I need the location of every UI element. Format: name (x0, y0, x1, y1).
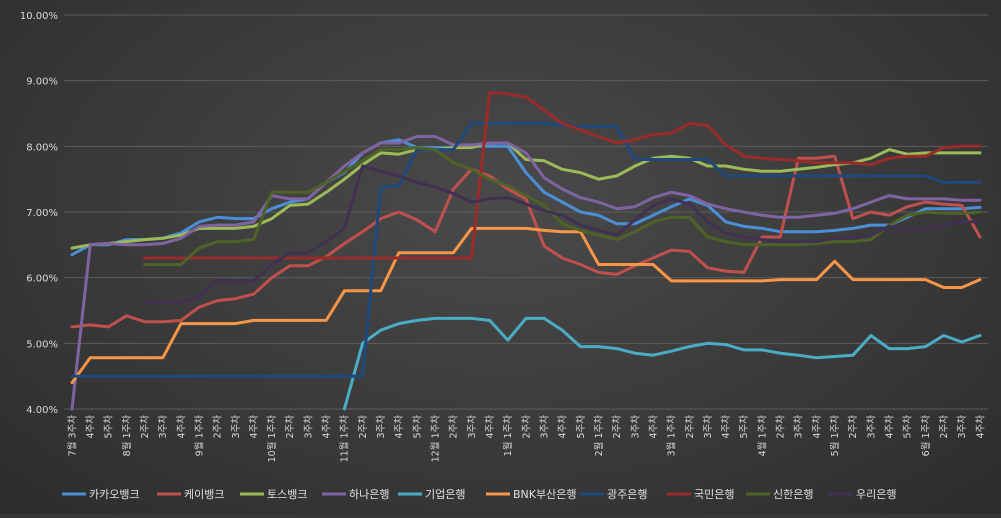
x-tick-label: 5주차 (575, 415, 587, 439)
x-tick-label: 3주차 (793, 415, 805, 439)
x-tick-label: 8월 1주차 (121, 415, 133, 457)
x-tick-label: 3주차 (702, 415, 714, 439)
series-line-8 (143, 146, 982, 266)
x-tick-label: 3주차 (538, 415, 550, 439)
x-tick-label: 5월 1주차 (829, 415, 841, 457)
y-tick-label: 9.00% (26, 77, 58, 88)
legend-label: 토스뱅크 (267, 488, 307, 501)
x-tick-label: 3주차 (629, 415, 641, 439)
x-tick-label: 2주차 (684, 415, 696, 439)
series-line-4 (342, 316, 982, 411)
x-tick-label: 3주차 (956, 415, 968, 439)
x-tick-label: 2주차 (611, 415, 623, 439)
x-tick-label: 1월 1주차 (502, 415, 514, 457)
series-line-5 (70, 226, 982, 385)
legend-label: 케이뱅크 (184, 488, 224, 501)
x-tick-label: 2주차 (357, 415, 369, 439)
series-line-2 (70, 141, 982, 250)
series-line-0 (70, 138, 982, 257)
series-line-6 (70, 121, 982, 378)
legend: 카카오뱅크 케이뱅크 토스뱅크 하나은행 기업은행 BNK부산은행 광주은행 국민은행 신한은행… (62, 487, 896, 501)
x-tick-label: 2주차 (212, 415, 224, 439)
x-tick-label: 5주차 (902, 415, 914, 439)
x-tick-label: 3주차 (230, 415, 242, 439)
x-tick-label: 2주차 (775, 415, 787, 439)
legend-label: 카카오뱅크 (89, 488, 140, 501)
x-axis: 7월 3주차 4주차 5주차 8월 1주차 2주차 3주차 4주차 9월 1주차 2주차 3주차 4… (66, 415, 986, 463)
x-tick-label: 12월 1주차 (430, 415, 442, 463)
x-tick-label: 2월 1주차 (593, 415, 605, 457)
x-tick-label: 6월 1주차 (920, 415, 932, 457)
x-tick-label: 3주차 (466, 415, 478, 439)
x-tick-label: 4주차 (647, 415, 659, 439)
x-tick-label: 7월 3주차 (66, 415, 78, 457)
x-tick-label: 4주차 (557, 415, 569, 439)
legend-label: 국민은행 (694, 488, 734, 501)
x-tick-label: 4주차 (248, 415, 260, 439)
y-tick-label: 6.00% (26, 274, 58, 285)
x-tick-label: 4주차 (720, 415, 732, 439)
x-tick-label: 3주차 (375, 415, 387, 439)
x-tick-label: 4주차 (484, 415, 496, 439)
legend-label: 하나은행 (349, 487, 389, 501)
x-tick-label: 2주차 (448, 415, 460, 439)
series-lines (70, 91, 982, 411)
x-tick-label: 2주차 (847, 415, 859, 439)
y-tick-label: 5.00% (26, 339, 58, 350)
legend-label: 광주은행 (607, 488, 647, 501)
y-axis: 4.00% 5.00% 6.00% 7.00% 8.00% 9.00% 10.00% (20, 11, 58, 416)
x-tick-label: 5주차 (738, 415, 750, 439)
x-tick-label: 2주차 (520, 415, 532, 439)
x-tick-label: 5주차 (411, 415, 423, 439)
x-tick-label: 3주차 (302, 415, 314, 439)
x-tick-label: 4주차 (321, 415, 333, 439)
x-tick-label: 11월 1주차 (339, 415, 351, 463)
legend-label: BNK부산은행 (513, 488, 576, 501)
y-tick-label: 8.00% (26, 142, 58, 153)
x-tick-label: 3주차 (865, 415, 877, 439)
x-tick-label: 3주차 (157, 415, 169, 439)
x-tick-label: 4월 1주차 (756, 415, 768, 457)
y-tick-label: 4.00% (26, 405, 58, 416)
x-tick-label: 9월 1주차 (193, 415, 205, 457)
x-tick-label: 2주차 (139, 415, 151, 439)
x-tick-label: 5주차 (103, 415, 115, 439)
x-tick-label: 2주차 (938, 415, 950, 439)
series-line-1 (70, 154, 982, 329)
legend-label: 우리은행 (856, 488, 896, 501)
x-tick-label: 4주차 (884, 415, 896, 439)
x-tick-label: 10월 1주차 (266, 415, 278, 463)
series-line-9 (143, 164, 982, 305)
x-tick-label: 4주차 (811, 415, 823, 439)
legend-label: 기업은행 (425, 488, 465, 501)
series-line-3 (70, 135, 982, 411)
gridlines (64, 14, 988, 410)
x-tick-label: 4주차 (974, 415, 986, 439)
x-tick-label: 2주차 (284, 415, 296, 439)
y-tick-label: 7.00% (26, 208, 58, 219)
y-tick-label: 10.00% (20, 11, 58, 22)
x-tick-label: 4주차 (393, 415, 405, 439)
legend-label: 신한은행 (773, 488, 813, 501)
x-tick-label: 4주차 (175, 415, 187, 439)
x-tick-label: 4주차 (84, 415, 96, 439)
x-tick-label: 3월 1주차 (666, 415, 678, 457)
